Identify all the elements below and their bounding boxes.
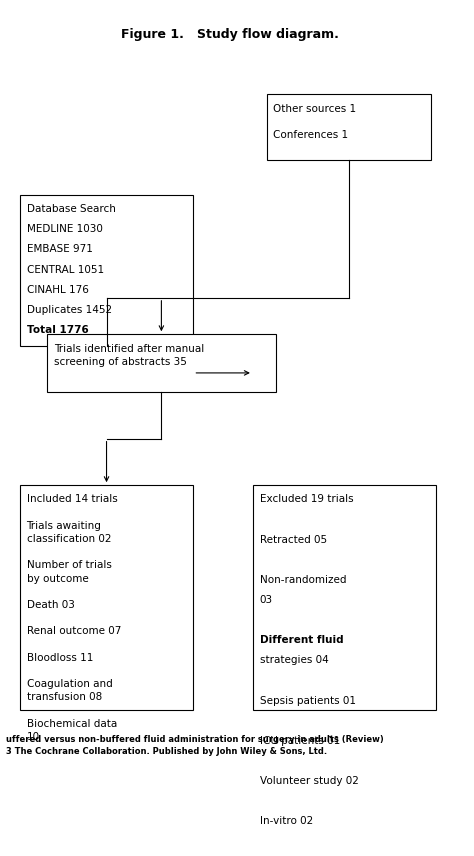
FancyBboxPatch shape [266, 94, 431, 160]
Text: EMBASE 971: EMBASE 971 [27, 245, 92, 254]
Text: 03: 03 [260, 595, 273, 605]
Text: Duplicates 1452: Duplicates 1452 [27, 305, 112, 315]
Text: Different fluid: Different fluid [260, 635, 343, 645]
Text: Sepsis patients 01: Sepsis patients 01 [260, 696, 356, 705]
Text: strategies 04: strategies 04 [260, 656, 328, 665]
Text: Excluded 19 trials: Excluded 19 trials [260, 495, 353, 504]
Text: Database Search: Database Search [27, 205, 115, 214]
Text: In-vitro 02: In-vitro 02 [260, 817, 313, 826]
Text: CINAHL 176: CINAHL 176 [27, 285, 89, 294]
Text: ICU patients 01: ICU patients 01 [260, 736, 340, 746]
Text: Other sources 1

Conferences 1: Other sources 1 Conferences 1 [273, 104, 356, 140]
Text: Figure 1.   Study flow diagram.: Figure 1. Study flow diagram. [121, 28, 339, 41]
Text: Trials identified after manual
screening of abstracts 35: Trials identified after manual screening… [54, 343, 204, 366]
Text: uffered versus non-buffered fluid administration for surgery in adults (Review)
: uffered versus non-buffered fluid admini… [6, 735, 384, 756]
Text: CENTRAL 1051: CENTRAL 1051 [27, 265, 104, 275]
Text: MEDLINE 1030: MEDLINE 1030 [27, 224, 102, 235]
FancyBboxPatch shape [20, 485, 193, 710]
Text: Volunteer study 02: Volunteer study 02 [260, 776, 358, 786]
Text: Included 14 trials

Trials awaiting
classification 02

Number of trials
by outco: Included 14 trials Trials awaiting class… [27, 495, 121, 742]
Text: Non-randomized: Non-randomized [260, 575, 346, 585]
FancyBboxPatch shape [253, 485, 436, 710]
FancyBboxPatch shape [20, 195, 193, 346]
Text: Total 1776: Total 1776 [27, 325, 88, 335]
FancyBboxPatch shape [47, 334, 276, 392]
Text: Retracted 05: Retracted 05 [260, 535, 327, 544]
